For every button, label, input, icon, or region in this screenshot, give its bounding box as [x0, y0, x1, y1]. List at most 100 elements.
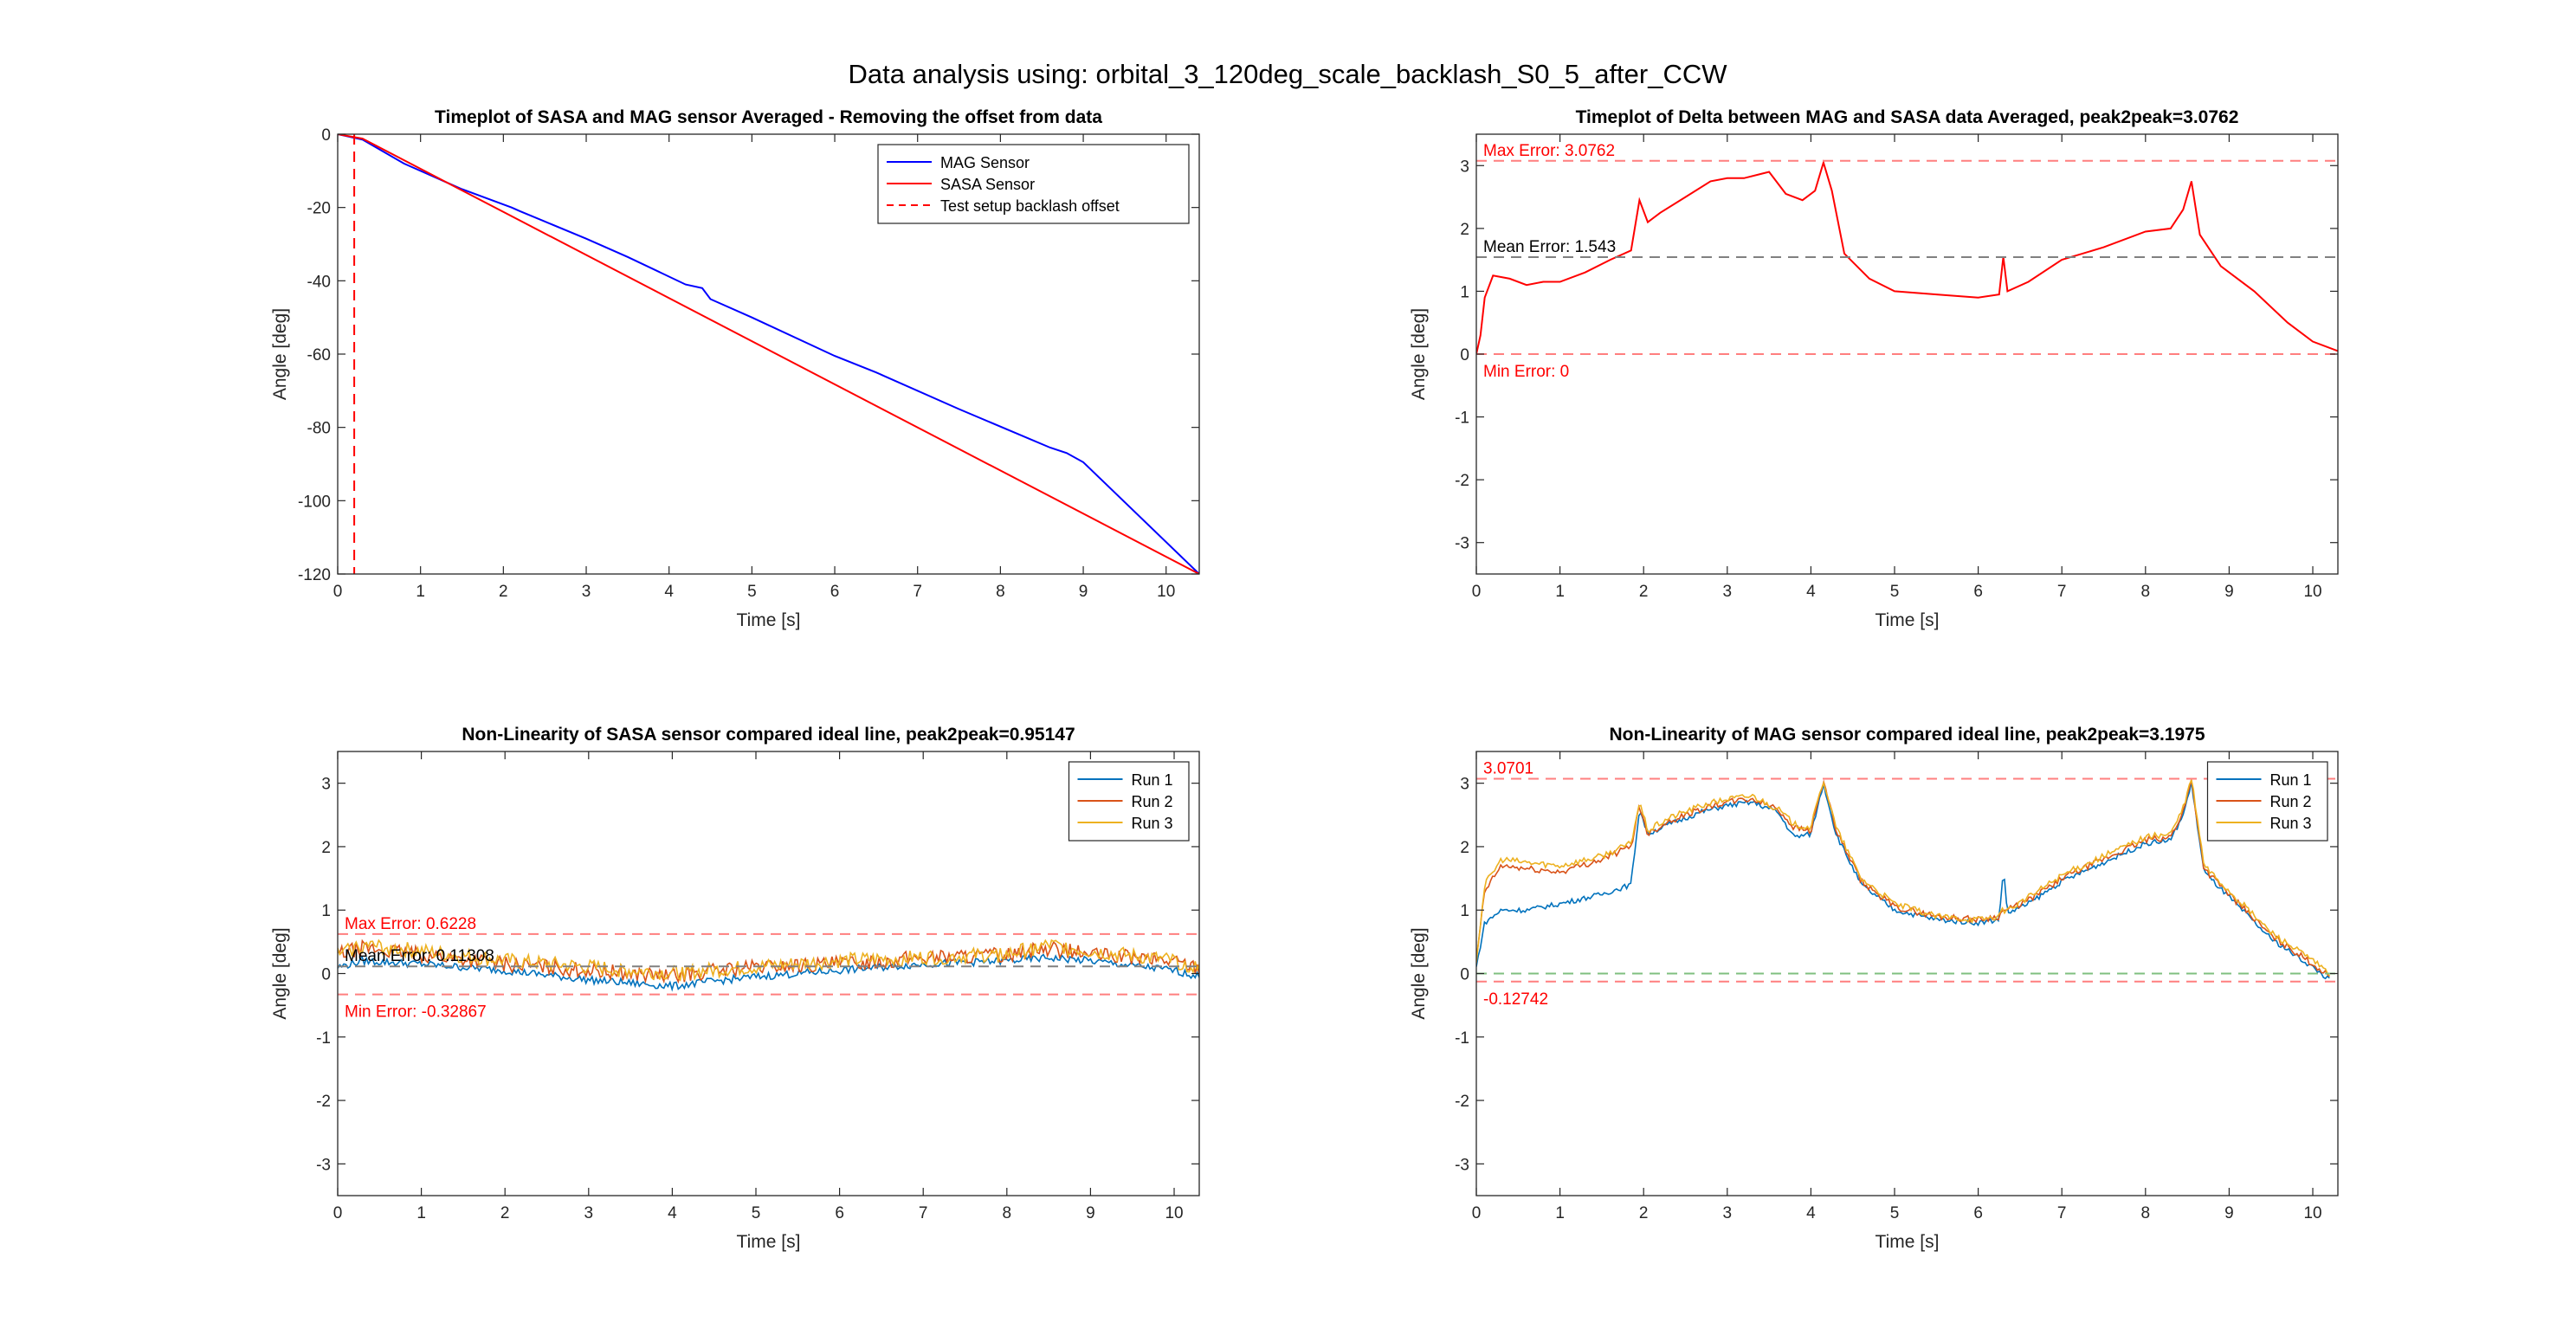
annotation-label: Max Error: 0.6228 [345, 915, 476, 933]
series-group [338, 134, 1199, 574]
annotation-label: Min Error: 0 [1483, 363, 1569, 381]
y-tick-label: 0 [321, 126, 331, 145]
subplot-title: Timeplot of Delta between MAG and SASA d… [1576, 107, 2239, 127]
series-line-run-3 [1476, 777, 2330, 977]
subplot-4: 3.0701 -0.12742 0 1 2 3 4 5 6 7 8 9 10 -3 -2 -1 0 1 2 3 Non-… [1409, 725, 2339, 1252]
x-tick-label: 9 [1086, 1204, 1095, 1222]
y-axis-label: Angle [deg] [1409, 308, 1429, 400]
y-tick-label: -120 [298, 566, 331, 584]
x-tick-label: 3 [1723, 1204, 1733, 1222]
x-tick-label: 7 [919, 1204, 928, 1222]
x-tick-label: 10 [2303, 1204, 2321, 1222]
y-tick-label: -2 [1455, 1093, 1469, 1111]
series-group [338, 932, 1199, 996]
series-line-run-1 [338, 953, 1199, 992]
legend-entry: Run 3 [2270, 815, 2312, 832]
y-axis-label: Angle [deg] [270, 927, 290, 1019]
subplot-title: Non-Linearity of MAG sensor compared ide… [1610, 725, 2205, 745]
series-group [1476, 159, 2338, 355]
x-tick-label: 9 [2224, 583, 2234, 601]
figure-title: Data analysis using: orbital_3_120deg_sc… [848, 59, 1727, 89]
y-tick-label: 2 [1460, 839, 1469, 857]
x-tick-label: 6 [830, 583, 840, 601]
y-axis-label: Angle [deg] [1409, 927, 1429, 1019]
x-tick-label: 10 [1157, 583, 1175, 601]
annotation-label: -0.12742 [1483, 990, 1548, 1009]
x-tick-label: 8 [1003, 1204, 1012, 1222]
legend: MAG Sensor SASA Sensor Test setup backlash… [877, 144, 1190, 224]
y-tick-label: 3 [1460, 776, 1469, 794]
y-tick-label: 3 [321, 776, 331, 794]
y-tick-label: 3 [1460, 158, 1469, 176]
y-tick-label: -20 [307, 200, 331, 218]
x-axis-label: Time [s] [1876, 1232, 1940, 1252]
x-tick-label: 7 [913, 583, 922, 601]
legend-entry: Run 1 [2270, 771, 2312, 789]
y-tick-label: 0 [321, 966, 331, 984]
subplot-title: Timeplot of SASA and MAG sensor Averaged… [435, 107, 1102, 127]
x-axis-label: Time [s] [737, 610, 801, 630]
legend: Run 1 Run 2 Run 3 [1068, 761, 1190, 842]
x-tick-label: 5 [752, 1204, 761, 1222]
subplots: 0 1 2 3 4 5 6 7 8 9 10-120-100-80-60-40-200Timeplo… [270, 107, 2339, 1252]
y-tick-label: -1 [316, 1029, 331, 1048]
y-tick-label: -80 [307, 420, 331, 438]
y-tick-label: -60 [307, 346, 331, 364]
x-tick-label: 7 [2057, 583, 2067, 601]
x-tick-label: 1 [1555, 583, 1565, 601]
x-tick-label: 3 [1723, 583, 1733, 601]
series-group [1476, 777, 2338, 983]
x-tick-label: 5 [1890, 1204, 1900, 1222]
x-tick-label: 3 [582, 583, 591, 601]
y-tick-label: -3 [316, 1156, 331, 1174]
x-tick-label: 6 [1973, 583, 1983, 601]
y-tick-label: -1 [1455, 410, 1469, 428]
x-tick-label: 1 [1555, 1204, 1565, 1222]
x-tick-label: 8 [2141, 583, 2151, 601]
x-tick-label: 10 [1165, 1204, 1183, 1222]
subplot-title: Non-Linearity of SASA sensor compared id… [462, 725, 1075, 745]
y-tick-label: 0 [1460, 346, 1469, 364]
series-line-run-3 [338, 938, 1199, 982]
annotation-label: Max Error: 3.0762 [1483, 142, 1615, 160]
x-tick-label: 0 [333, 1204, 343, 1222]
subplot-3: Max Error: 0.6228 Mean Error: 0.11308 Min … [270, 725, 1200, 1252]
annotation-label: Min Error: -0.32867 [345, 1003, 487, 1022]
x-tick-label: 3 [584, 1204, 594, 1222]
x-tick-label: 6 [1973, 1204, 1983, 1222]
x-tick-label: 5 [1890, 583, 1900, 601]
y-tick-label: -2 [1455, 472, 1469, 490]
x-tick-label: 8 [2141, 1204, 2151, 1222]
x-tick-label: 4 [664, 583, 674, 601]
legend-entry: Test setup backlash offset [940, 197, 1120, 215]
x-tick-label: 2 [1639, 583, 1649, 601]
legend-entry: SASA Sensor [940, 176, 1035, 193]
legend-entry: Run 1 [1132, 771, 1173, 789]
y-tick-label: -3 [1455, 535, 1469, 553]
y-tick-label: -3 [1455, 1156, 1469, 1174]
series-line-run-1 [1476, 781, 2330, 980]
x-tick-label: 5 [747, 583, 757, 601]
x-tick-label: 2 [500, 1204, 510, 1222]
legend-entry: MAG Sensor [940, 154, 1030, 171]
reference-line [1476, 159, 2338, 355]
x-tick-label: 1 [416, 1204, 426, 1222]
annotation-label: 3.0701 [1483, 760, 1533, 778]
x-tick-label: 9 [1079, 583, 1088, 601]
x-tick-label: 4 [668, 1204, 677, 1222]
y-tick-label: 0 [1460, 966, 1469, 984]
x-tick-label: 0 [333, 583, 343, 601]
y-tick-label: 1 [1460, 283, 1469, 301]
y-tick-label: 2 [321, 839, 331, 857]
legend-entry: Run 2 [1132, 793, 1173, 810]
x-tick-label: 4 [1806, 1204, 1816, 1222]
legend-entry: Run 2 [2270, 793, 2312, 810]
x-tick-label: 8 [996, 583, 1005, 601]
x-tick-label: 6 [835, 1204, 844, 1222]
y-tick-label: -100 [298, 493, 331, 511]
x-tick-label: 0 [1472, 583, 1482, 601]
x-tick-label: 2 [1639, 1204, 1649, 1222]
y-axis-label: Angle [deg] [270, 308, 290, 400]
series-line-mag-sensor [338, 134, 1199, 574]
x-tick-label: 0 [1472, 1204, 1482, 1222]
